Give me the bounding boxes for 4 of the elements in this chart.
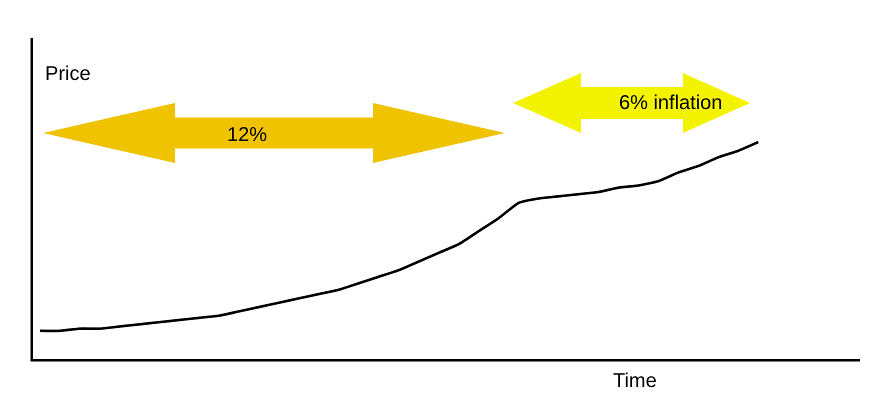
annotation: 12% xyxy=(227,124,268,146)
text: 6% inflation xyxy=(619,92,722,114)
x-axis-title: Time xyxy=(613,370,657,392)
y-axis-title: Price xyxy=(45,63,91,85)
